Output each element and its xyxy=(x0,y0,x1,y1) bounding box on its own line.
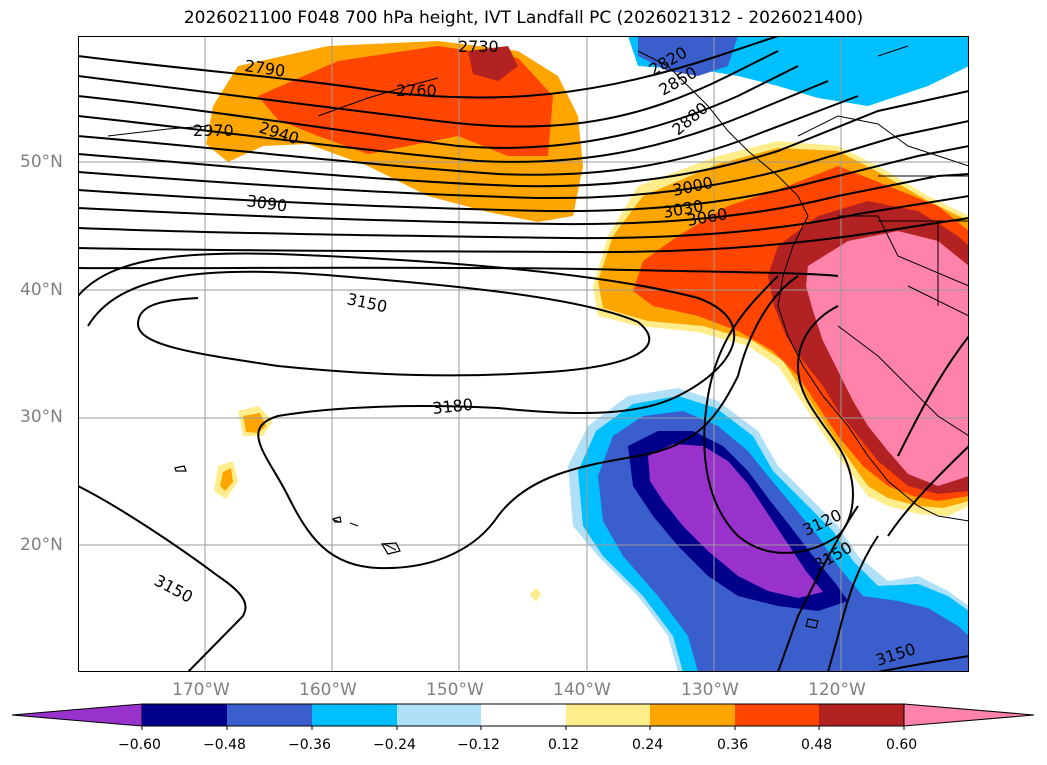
colorbar xyxy=(0,700,1047,731)
colorbar-tick: −0.24 xyxy=(373,737,416,753)
contour-label: 2760 xyxy=(396,81,437,100)
map-panel: 2730 2760 2790 2940 2970 3000 3030 3060 … xyxy=(78,36,969,672)
colorbar-tick: −0.60 xyxy=(118,737,161,753)
lon-label: 170°W xyxy=(172,680,230,700)
contour-label: 2730 xyxy=(458,37,499,56)
contour-label: 3180 xyxy=(431,395,473,418)
lon-label: 130°W xyxy=(681,680,739,700)
lat-label: 20°N xyxy=(20,535,63,555)
contour-label: 2880 xyxy=(668,98,711,139)
colorbar-tick: −0.12 xyxy=(457,737,500,753)
colorbar-tick: −0.48 xyxy=(203,737,246,753)
colorbar-tick: 0.24 xyxy=(632,737,664,753)
lon-label: 150°W xyxy=(426,680,484,700)
lat-label: 50°N xyxy=(20,152,63,172)
contour-label: 3150 xyxy=(151,571,196,607)
colorbar-tick: 0.36 xyxy=(717,737,749,753)
colorbar-tick: 0.60 xyxy=(886,737,918,753)
contour-label: 3150 xyxy=(345,289,389,316)
lat-label: 40°N xyxy=(20,280,63,300)
contour-label: 2970 xyxy=(193,121,234,140)
coastlines xyxy=(107,45,969,551)
lon-label: 120°W xyxy=(808,680,866,700)
contour-label: 3090 xyxy=(245,191,288,215)
lon-label: 140°W xyxy=(553,680,611,700)
colorbar-tick: −0.36 xyxy=(288,737,331,753)
height-contours xyxy=(78,36,969,672)
lat-label: 30°N xyxy=(20,407,63,427)
colorbar-tick: 0.12 xyxy=(548,737,580,753)
lon-label: 160°W xyxy=(299,680,357,700)
map-canvas: 2730 2760 2790 2940 2970 3000 3030 3060 … xyxy=(78,36,969,672)
colorbar-tick: 0.48 xyxy=(801,737,833,753)
map-title: 2026021100 F048 700 hPa height, IVT Land… xyxy=(183,8,864,28)
hawaii-islands xyxy=(174,465,819,629)
